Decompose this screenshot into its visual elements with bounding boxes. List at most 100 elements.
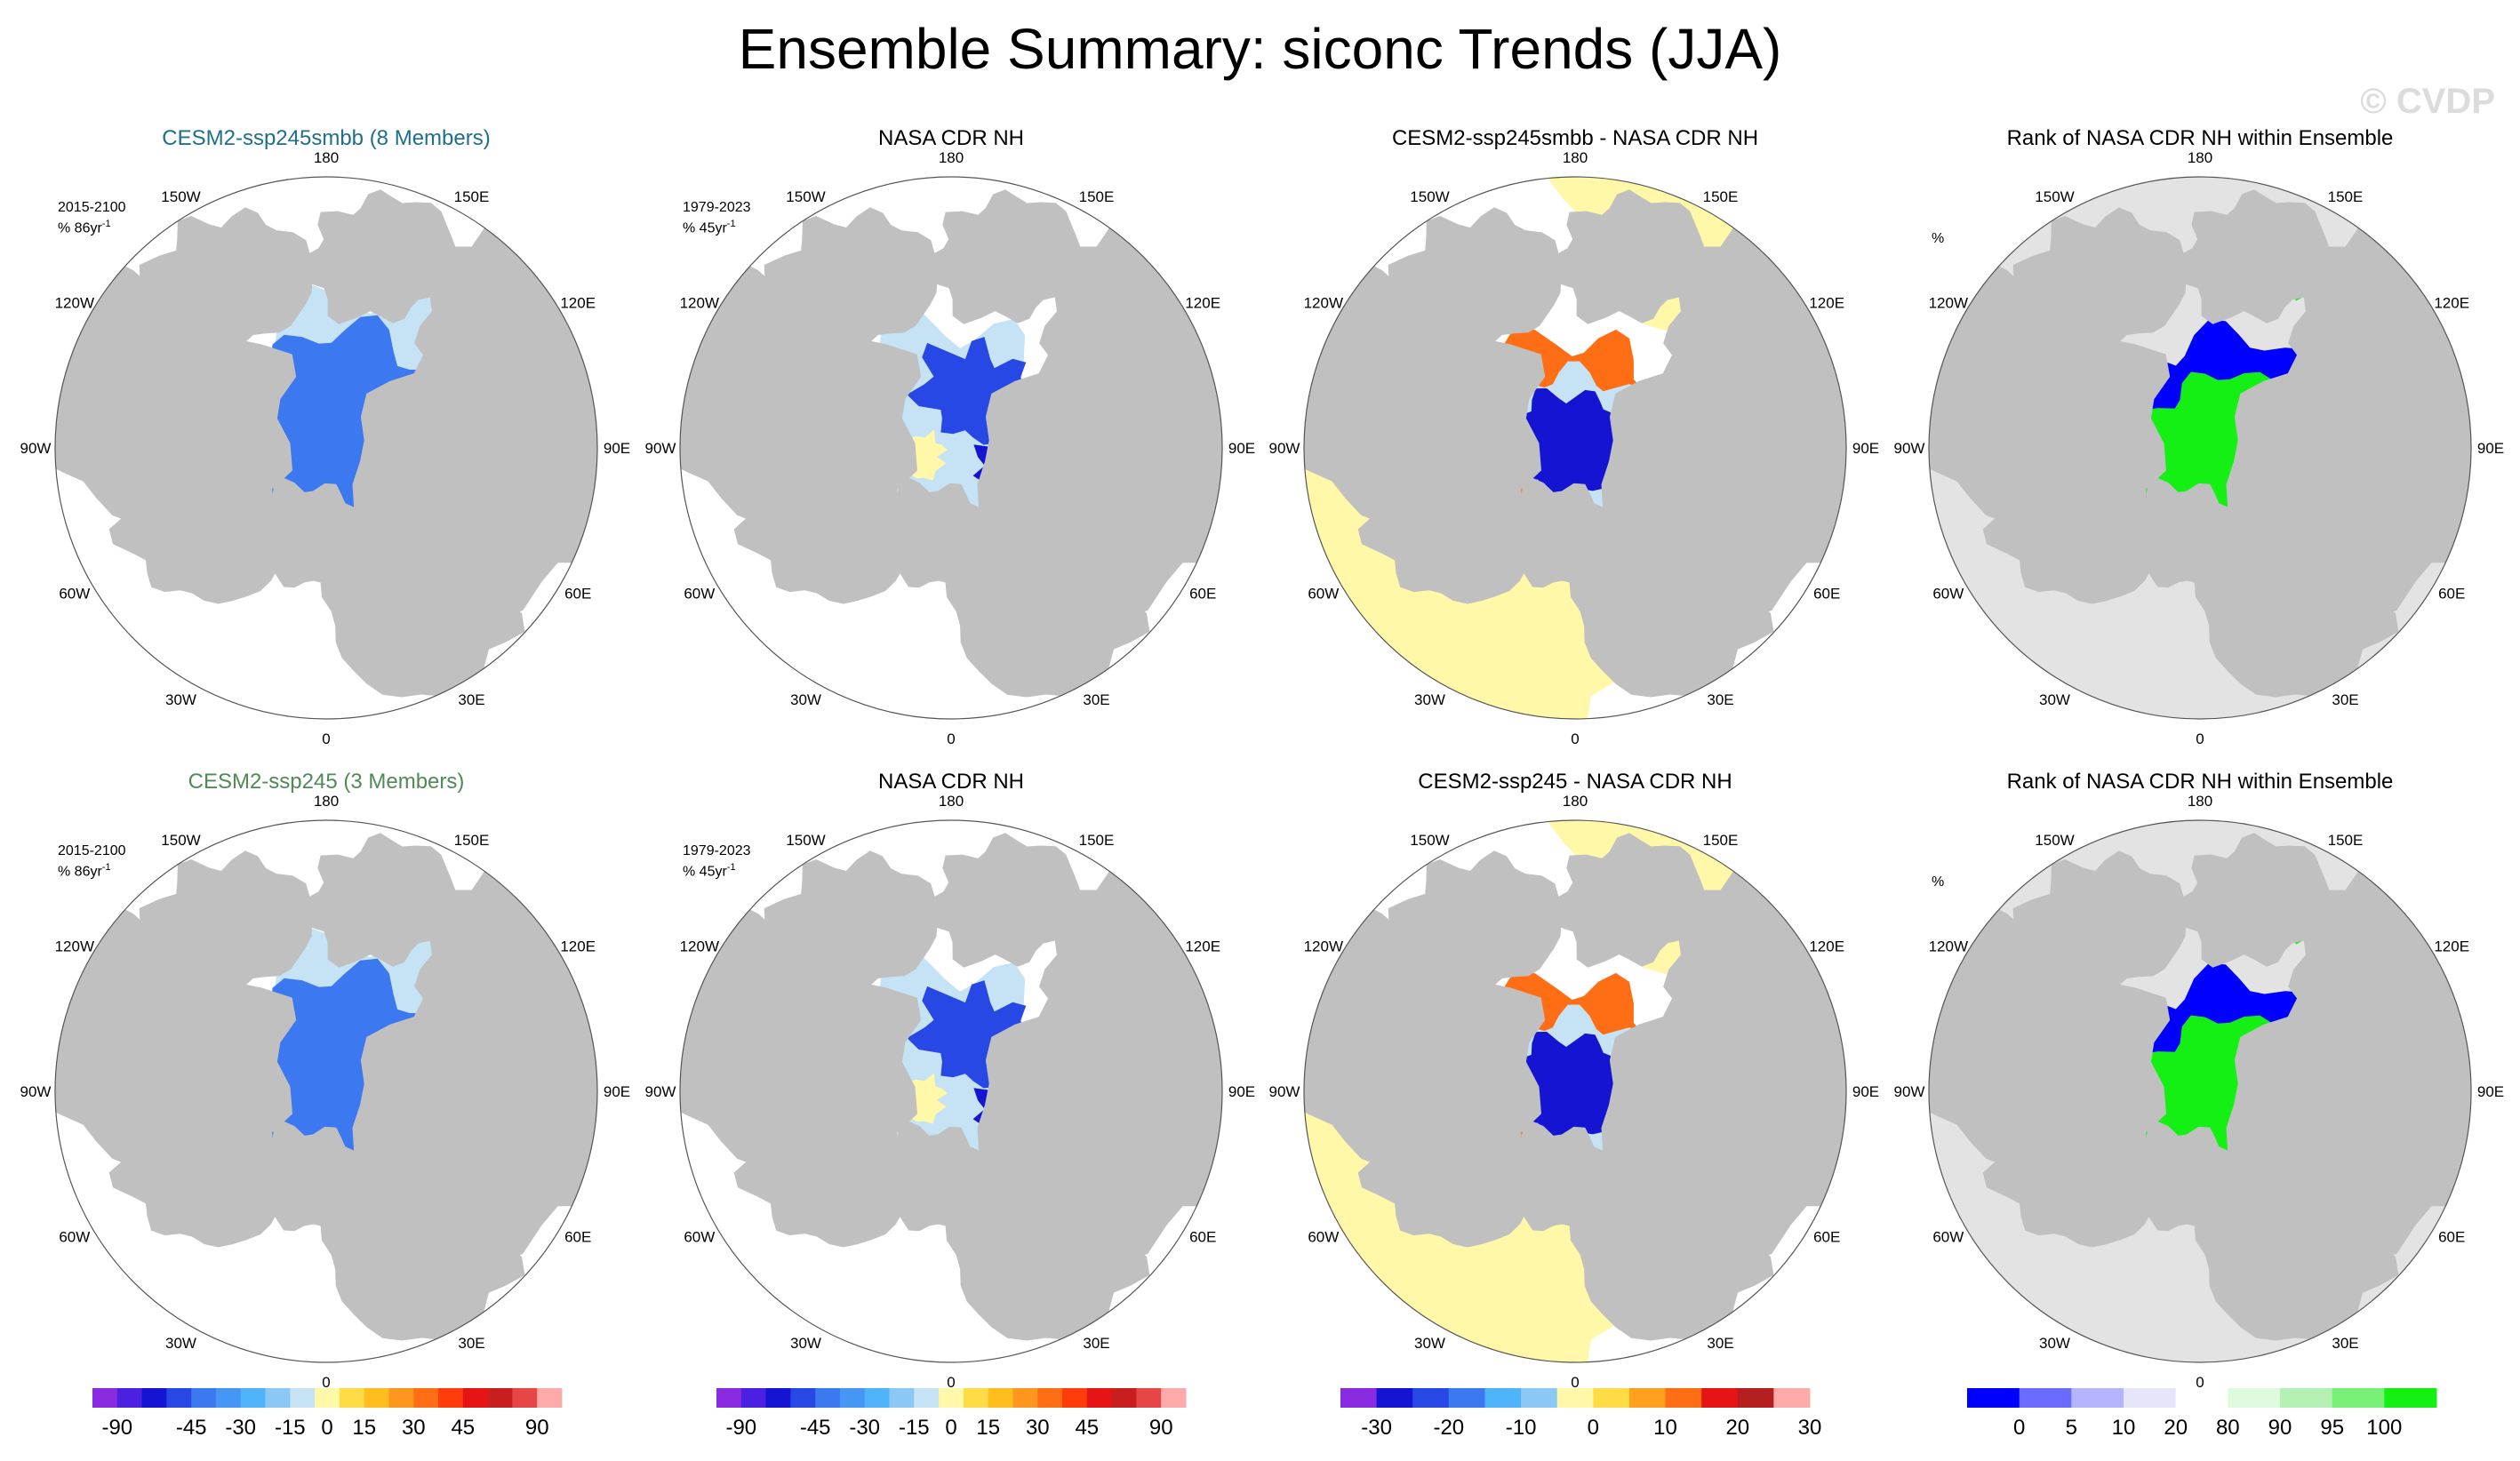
longitude-label: 30E [1707, 691, 1733, 708]
colorbar-tick-label: 45 [1075, 1416, 1099, 1440]
colorbar-swatch [166, 1388, 192, 1408]
colorbar-tick-label: 10 [1653, 1416, 1677, 1440]
colorbar-swatch [1340, 1388, 1378, 1408]
longitude-label: 30E [2332, 691, 2358, 708]
longitude-label: 90W [1269, 440, 1300, 457]
land-mass [859, 476, 996, 588]
map-boundary [54, 176, 598, 720]
colorbar-swatch [1012, 1388, 1038, 1408]
land-mass [1542, 189, 1704, 324]
land-mass [293, 189, 455, 324]
longitude-label: 0 [322, 730, 330, 747]
longitude-label: 90W [20, 1083, 52, 1100]
longitude-label: 180 [314, 149, 339, 166]
longitude-label: 120E [1185, 295, 1220, 312]
longitude-label: 30E [1083, 691, 1109, 708]
colorbar-swatch [2384, 1388, 2437, 1408]
colorbar-swatch [1448, 1388, 1485, 1408]
longitude-label: 120W [680, 938, 719, 955]
longitude-label: 30W [165, 1335, 196, 1352]
longitude-label: 30W [790, 1335, 821, 1352]
polar-map-7: 180 150E 120E 90E 60E 30E 0 30W 60W 90W 120W 150W [1269, 793, 1880, 1391]
colorbar-swatch [339, 1388, 365, 1408]
colorbar-tick-label: 30 [1026, 1416, 1050, 1440]
colorbar-tick-label: 0 [2013, 1416, 2025, 1440]
longitude-label: 60E [1813, 1229, 1840, 1246]
longitude-label: 90E [2477, 1083, 2504, 1100]
longitude-label: 90W [20, 440, 52, 457]
longitude-label: 150E [1079, 188, 1115, 205]
longitude-label: 150W [1410, 188, 1449, 205]
land-mass [320, 1123, 525, 1343]
colorbar-swatch [839, 1388, 866, 1408]
longitude-label: 120W [680, 295, 719, 312]
colorbar-swatch [2124, 1388, 2177, 1408]
colorbar-swatch [215, 1388, 242, 1408]
longitude-label: 180 [2188, 149, 2212, 166]
longitude-label: 30W [1414, 1335, 1445, 1352]
longitude-label: 90E [1852, 1083, 1879, 1100]
land-mass [859, 1120, 996, 1232]
longitude-label: 90E [1228, 440, 1255, 457]
longitude-label: 0 [2196, 730, 2204, 747]
panel-title-8: Rank of NASA CDR NH within Ensemble [2006, 770, 2394, 794]
colorbar-swatch [889, 1388, 915, 1408]
colorbar-tick-label: -90 [725, 1416, 756, 1440]
longitude-label: 120E [560, 295, 596, 312]
colorbar-swatch [537, 1388, 563, 1408]
colorbar-tick-label: -30 [225, 1416, 256, 1440]
colorbar-swatch [1136, 1388, 1162, 1408]
polar-map-2: 180 150E 120E 90E 60E 30E 0 30W 60W 90W 120W 150W [645, 149, 1256, 747]
colorbar-swatch [1037, 1388, 1063, 1408]
longitude-label: 0 [1571, 730, 1579, 747]
land-mass [2012, 207, 2187, 352]
longitude-label: 60W [59, 1229, 90, 1246]
land-mass [1569, 1123, 1774, 1343]
land-mass [2108, 476, 2245, 588]
longitude-label: 120E [1809, 938, 1844, 955]
longitude-label: 90W [645, 1083, 676, 1100]
colorbar-swatch [438, 1388, 464, 1408]
figure-title: Ensemble Summary: siconc Trends (JJA) [738, 17, 1782, 81]
colorbar-swatch [914, 1388, 940, 1408]
longitude-label: 180 [939, 149, 964, 166]
land-mass [139, 850, 313, 995]
longitude-label: 90E [1852, 440, 1879, 457]
colorbar-swatch [2280, 1388, 2333, 1408]
longitude-label: 60W [59, 586, 90, 603]
colorbar-swatch [2175, 1388, 2228, 1408]
longitude-label: 60E [564, 1229, 591, 1246]
longitude-label: 120E [1809, 295, 1844, 312]
colorbar-tick-label: 80 [2216, 1416, 2240, 1440]
colorbar-swatch [265, 1388, 291, 1408]
longitude-label: 180 [314, 793, 339, 810]
colorbar-swatch [1111, 1388, 1137, 1408]
longitude-label: 150E [454, 188, 490, 205]
map-boundary [679, 176, 1223, 720]
longitude-label: 150E [2328, 188, 2364, 205]
colorbar-swatch [487, 1388, 513, 1408]
colorbar-tick-label: -45 [176, 1416, 207, 1440]
trend-colorbar-1: -90 -45 -30 -15 0 15 30 45 90 [92, 1388, 563, 1440]
land-mass [918, 833, 1080, 968]
colorbar-tick-label: -15 [899, 1416, 930, 1440]
land-mass [234, 1120, 372, 1232]
colorbar-tick-label: 5 [2066, 1416, 2077, 1440]
colorbar-swatch [364, 1388, 389, 1408]
panel-title-1: CESM2-ssp245smbb (8 Members) [162, 126, 491, 150]
polar-map-4: 180 150E 120E 90E 60E 30E 0 30W 60W 90W 120W 150W [1894, 149, 2505, 747]
colorbar-swatch [1593, 1388, 1630, 1408]
colorbar-swatch [2071, 1388, 2124, 1408]
longitude-label: 60W [1308, 1229, 1339, 1246]
longitude-label: 150W [2035, 832, 2074, 849]
map-boundary [1928, 176, 2472, 720]
colorbar-swatch [512, 1388, 538, 1408]
longitude-label: 60W [1308, 586, 1339, 603]
colorbar-swatch [1665, 1388, 1702, 1408]
longitude-label: 180 [2188, 793, 2212, 810]
land-mass [764, 207, 938, 352]
longitude-label: 120W [55, 295, 94, 312]
period-label-6: 1979-2023% 45yr-1 [683, 843, 751, 880]
longitude-label: 150W [786, 832, 825, 849]
